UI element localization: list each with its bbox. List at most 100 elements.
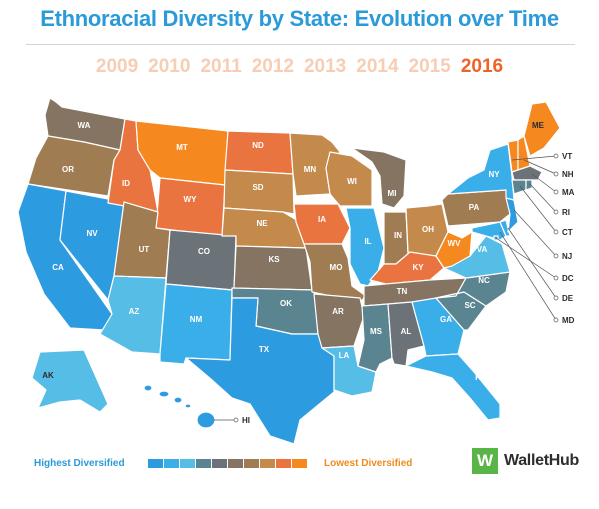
state-hi[interactable] [143, 384, 216, 429]
label-in: IN [394, 231, 402, 240]
label-ms: MS [370, 327, 383, 336]
legend-low-label: Lowest Diversified [324, 458, 413, 469]
label-wa: WA [78, 121, 91, 130]
state-wv[interactable] [435, 231, 473, 269]
label-ca: CA [52, 263, 64, 272]
label-id: ID [122, 179, 130, 188]
year-2016[interactable]: 2016 [460, 56, 504, 77]
state-ri[interactable] [525, 179, 533, 191]
label-sc: SC [464, 301, 475, 310]
legend-swatch-5 [212, 459, 227, 468]
state-ct[interactable] [511, 179, 527, 195]
legend-color-scale [148, 459, 308, 469]
state-co[interactable] [165, 229, 237, 291]
year-2013[interactable]: 2013 [303, 56, 347, 77]
label-il: IL [364, 237, 371, 246]
legend-high-label: Highest Diversified [34, 458, 125, 469]
label-fl: FL [475, 373, 485, 382]
label-mo: MO [330, 263, 343, 272]
page-title: Ethnoracial Diversity by State: Evolutio… [40, 6, 559, 31]
label-ma: MA [562, 188, 575, 197]
label-nj: NJ [562, 252, 572, 261]
legend-swatch-9 [276, 459, 291, 468]
state-labels: WA OR CA NV ID MT WY UT CO AZ NM ND SD N… [42, 121, 574, 425]
label-ri: RI [562, 208, 570, 217]
label-wv: WV [448, 239, 462, 248]
label-va: VA [477, 245, 488, 254]
label-de: DE [562, 294, 574, 303]
state-ms[interactable] [357, 303, 393, 373]
label-nh: NH [562, 170, 574, 179]
label-md: MD [562, 316, 575, 325]
state-me[interactable] [523, 101, 561, 157]
legend-swatch-1 [148, 459, 163, 468]
label-ny: NY [488, 170, 500, 179]
label-sd: SD [252, 183, 263, 192]
label-wi: WI [347, 177, 357, 186]
label-vt: VT [562, 152, 572, 161]
label-or: OR [62, 165, 74, 174]
legend-swatch-7 [244, 459, 259, 468]
label-ne: NE [256, 219, 268, 228]
state-tx[interactable] [185, 297, 335, 445]
label-nv: NV [86, 229, 98, 238]
label-mt: MT [176, 143, 188, 152]
label-ks: KS [268, 255, 280, 264]
state-mi[interactable] [351, 147, 407, 209]
label-hi: HI [242, 416, 250, 425]
label-tx: TX [259, 345, 270, 354]
label-mi: MI [388, 189, 397, 198]
label-me: ME [532, 121, 545, 130]
label-nc: NC [478, 276, 490, 285]
label-ct: CT [562, 228, 573, 237]
legend-swatch-2 [164, 459, 179, 468]
state-ma[interactable] [511, 165, 543, 181]
label-az: AZ [129, 307, 140, 316]
label-ar: AR [332, 307, 344, 316]
label-wy: WY [184, 195, 198, 204]
label-dc: DC [562, 274, 574, 283]
label-pa: PA [469, 203, 480, 212]
label-ok: OK [280, 299, 292, 308]
label-ut: UT [139, 245, 150, 254]
state-ks[interactable] [233, 245, 313, 291]
state-wi[interactable] [325, 151, 373, 207]
label-ga: GA [440, 315, 452, 324]
label-leaders [214, 153, 559, 423]
label-al: AL [401, 327, 412, 336]
year-2012[interactable]: 2012 [251, 56, 294, 77]
state-wy[interactable] [155, 177, 226, 237]
label-ky: KY [412, 263, 424, 272]
legend-swatch-10 [292, 459, 307, 468]
state-nm[interactable] [159, 283, 233, 365]
year-2011[interactable]: 2011 [200, 56, 242, 77]
state-ar[interactable] [313, 293, 365, 349]
legend: Highest Diversified Lowest Diversified [0, 455, 599, 475]
label-oh: OH [422, 225, 434, 234]
state-la[interactable] [321, 345, 377, 397]
state-fl[interactable] [405, 353, 501, 421]
label-mn: MN [304, 165, 317, 174]
legend-swatch-8 [260, 459, 275, 468]
label-ia: IA [318, 215, 326, 224]
label-ak: AK [42, 371, 54, 380]
year-2010[interactable]: 2010 [148, 56, 191, 77]
title-divider [26, 44, 575, 45]
legend-swatch-3 [180, 459, 195, 468]
label-nd: ND [252, 141, 264, 150]
state-nd[interactable] [224, 130, 294, 175]
legend-swatch-6 [228, 459, 243, 468]
label-co: CO [198, 247, 210, 256]
year-2009[interactable]: 2009 [95, 56, 139, 77]
legend-swatch-4 [196, 459, 211, 468]
year-2014[interactable]: 2014 [356, 56, 399, 77]
year-2015[interactable]: 2015 [408, 56, 451, 77]
state-ak[interactable] [31, 349, 109, 413]
state-sd[interactable] [223, 169, 295, 215]
label-nm: NM [190, 315, 203, 324]
label-tn: TN [397, 287, 408, 296]
brand-name: WalletHub [504, 452, 579, 469]
wallethub-icon: W [472, 448, 498, 474]
state-ia[interactable] [293, 203, 351, 245]
